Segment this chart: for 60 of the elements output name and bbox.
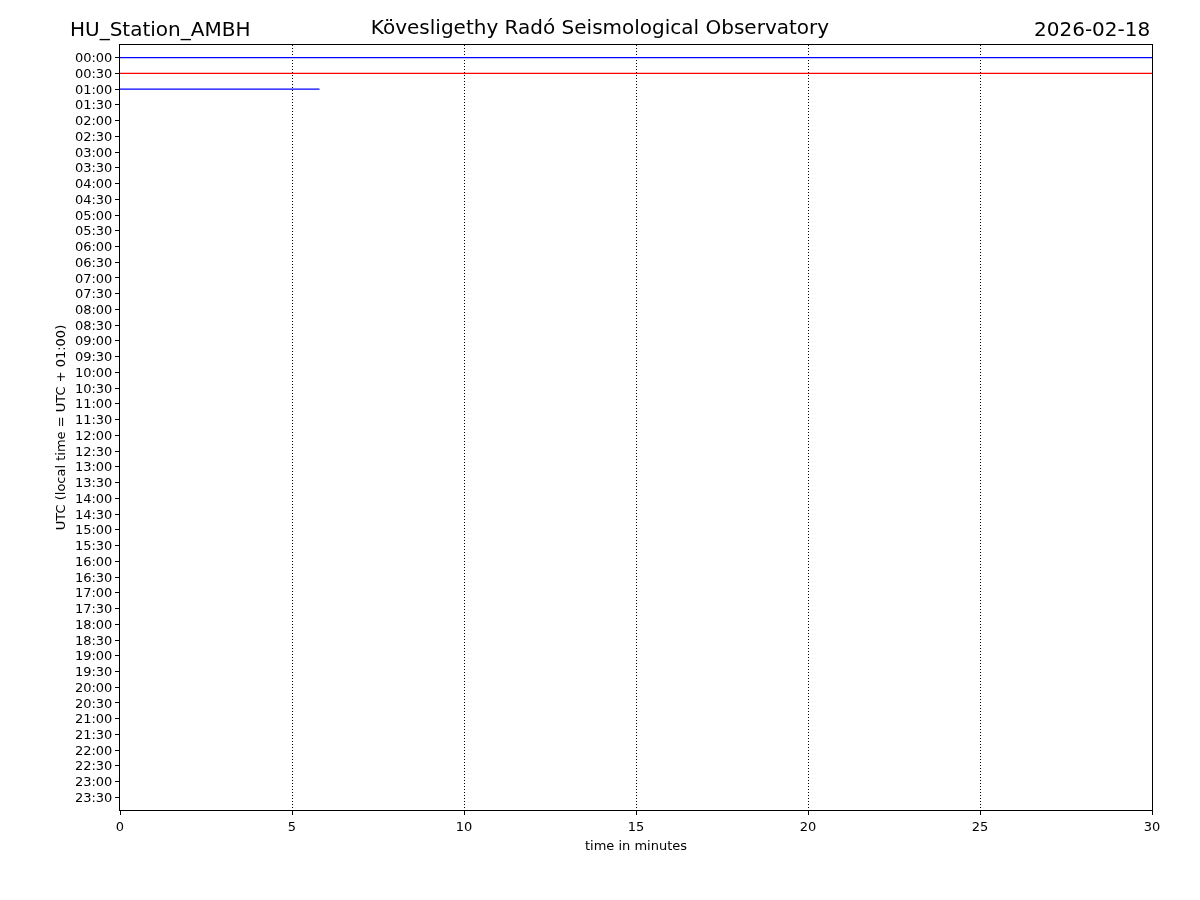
y-tick-label: 07:30	[74, 286, 113, 302]
y-tick-label: 17:00	[74, 585, 113, 601]
y-tick-label: 08:30	[74, 317, 113, 333]
y-tick-label: 13:00	[74, 459, 113, 475]
y-tick-label: 15:00	[74, 522, 113, 538]
y-tick-label: 01:00	[74, 81, 113, 97]
y-tick-label: 06:00	[74, 239, 113, 255]
y-axis-title: UTC (local time = UTC + 01:00)	[52, 324, 68, 531]
y-tick-label: 03:30	[74, 160, 113, 176]
y-tick-label: 16:00	[74, 553, 113, 569]
text: HU_Station_AMBH	[70, 17, 251, 41]
y-tick-label: 17:30	[74, 601, 113, 617]
y-tick-label: 09:00	[74, 333, 113, 349]
y-tick-label: 18:00	[74, 616, 113, 632]
y-tick-label: 08:00	[74, 301, 113, 317]
y-tick-label: 06:30	[74, 254, 113, 270]
x-tick-label: 15	[627, 818, 645, 834]
y-tick-label: 18:30	[74, 632, 113, 648]
y-tick-label: 14:30	[74, 506, 113, 522]
x-tick-label: 10	[455, 818, 473, 834]
y-tick-label: 23:30	[74, 789, 113, 805]
y-tick-label: 07:00	[74, 270, 113, 286]
y-tick-label: 12:00	[74, 427, 113, 443]
y-tick-label: 05:30	[74, 223, 113, 239]
y-tick-label: 20:30	[74, 695, 113, 711]
y-tick-label: 22:00	[74, 742, 113, 758]
text: 2026-02-18	[1034, 17, 1151, 41]
y-tick-label: 00:30	[74, 65, 113, 81]
y-tick-label: 10:00	[74, 364, 113, 380]
y-tick-label: 10:30	[74, 380, 113, 396]
y-tick-label: 20:00	[74, 679, 113, 695]
y-tick-label: 04:00	[74, 176, 113, 192]
y-tick-label: 00:00	[74, 50, 113, 66]
y-tick-label: 04:30	[74, 191, 113, 207]
y-tick-label: 03:00	[74, 144, 113, 160]
y-tick-label: 02:00	[74, 113, 113, 129]
y-tick-label: 19:00	[74, 648, 113, 664]
x-tick-label: 30	[1143, 818, 1161, 834]
y-tick-label: 16:30	[74, 569, 113, 585]
y-tick-label: 21:30	[74, 726, 113, 742]
y-tick-label: 05:00	[74, 207, 113, 223]
x-tick-label: 5	[287, 818, 297, 834]
x-tick-label: 0	[115, 818, 125, 834]
x-tick-label: 20	[799, 818, 817, 834]
y-tick-label: 19:30	[74, 664, 113, 680]
y-tick-label: 21:00	[74, 711, 113, 727]
y-tick-label: 09:30	[74, 349, 113, 365]
y-tick-label: 02:30	[74, 128, 113, 144]
y-tick-label: 15:30	[74, 538, 113, 554]
y-tick-label: 01:30	[74, 97, 113, 113]
y-tick-label: 11:30	[74, 412, 113, 428]
y-tick-label: 13:30	[74, 475, 113, 491]
x-axis-title: time in minutes	[584, 838, 688, 854]
y-tick-label: 22:30	[74, 758, 113, 774]
y-tick-label: 23:00	[74, 774, 113, 790]
y-tick-label: 11:00	[74, 396, 113, 412]
chart-title: Kövesligethy Radó Seismological Observatory	[370, 15, 830, 39]
x-tick-label: 25	[971, 818, 989, 834]
y-tick-label: 12:30	[74, 443, 113, 459]
y-tick-label: 14:00	[74, 490, 113, 506]
